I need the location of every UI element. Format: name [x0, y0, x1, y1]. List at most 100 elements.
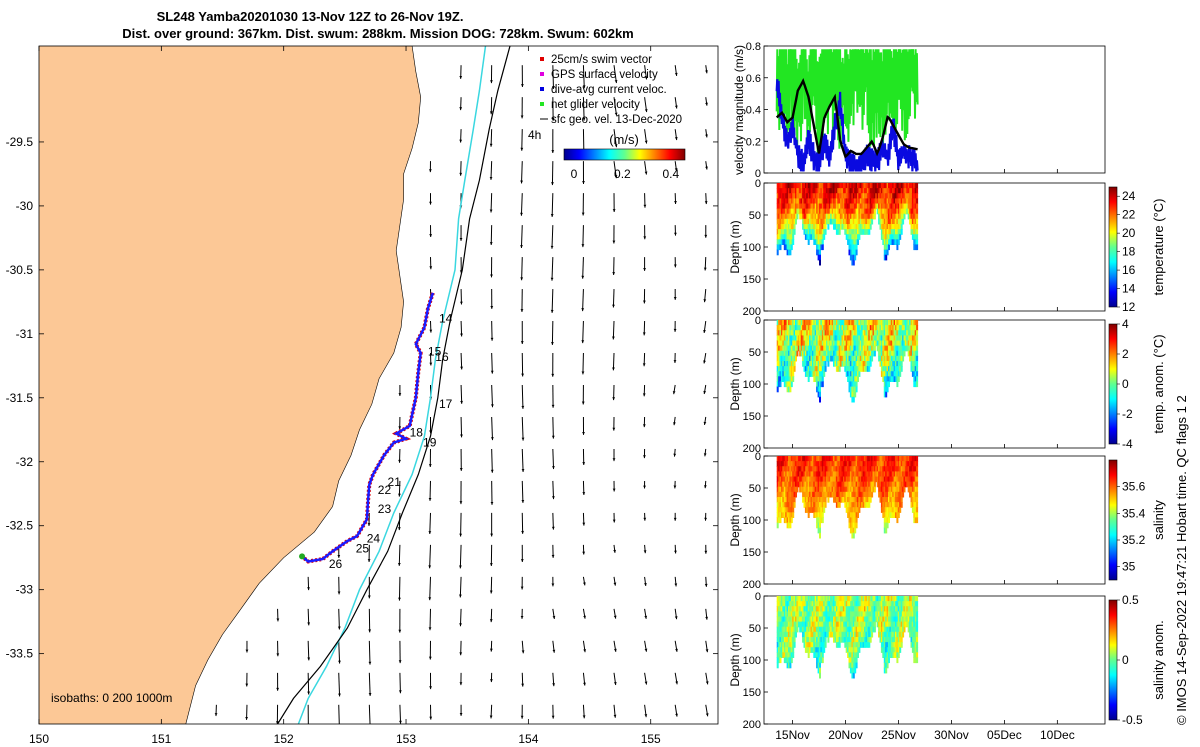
heatmap-cell: [855, 244, 858, 251]
heatmap-cell: [835, 335, 838, 342]
heatmap-cell: [786, 507, 789, 513]
heatmap-cell: [809, 340, 812, 347]
heatmap-cell: [785, 350, 788, 357]
heatmap-cell: [913, 491, 916, 498]
heatmap-cell: [799, 481, 802, 488]
heatmap-cell: [868, 350, 871, 357]
heatmap-cell: [789, 340, 792, 347]
heatmap-cell: [790, 647, 793, 653]
heatmap-cell: [830, 188, 833, 194]
heatmap-cell: [778, 512, 781, 518]
heatmap-cell: [811, 229, 814, 235]
heatmap-cell: [910, 642, 913, 648]
heatmap-cell: [852, 662, 855, 669]
heatmap-cell: [849, 361, 852, 367]
heatmap-cell: [783, 371, 786, 377]
heatmap-cell: [854, 381, 857, 388]
heatmap-cell: [783, 606, 786, 612]
heatmap-cell: [903, 616, 906, 623]
heatmap-cell: [810, 198, 813, 205]
heatmap-cell: [841, 355, 844, 362]
heatmap-cell: [854, 606, 857, 612]
heatmap-cell: [813, 596, 816, 602]
heatmap-cell: [804, 642, 807, 648]
heatmap-cell: [845, 325, 848, 331]
heatmap-cell: [847, 345, 850, 352]
heatmap-cell: [814, 621, 817, 628]
heatmap-cell: [882, 234, 885, 240]
heatmap-cell: [828, 203, 831, 210]
heatmap-cell: [841, 481, 844, 488]
heatmap-cell: [868, 325, 871, 331]
heatmap-cell: [783, 637, 786, 643]
heatmap-cell: [811, 350, 814, 357]
heatmap-cell: [893, 208, 896, 215]
heatmap-cell: [852, 345, 855, 352]
heatmap-cell: [888, 507, 890, 513]
heatmap-cell: [826, 611, 828, 618]
heatmap-cell: [837, 461, 840, 467]
heatmap-cell: [864, 626, 866, 633]
heatmap-cell: [778, 371, 781, 377]
heatmap-cell: [868, 229, 871, 235]
heatmap-cell: [840, 601, 843, 607]
heatmap-cell: [883, 244, 886, 251]
heatmap-cell: [889, 621, 892, 628]
heatmap-cell: [835, 491, 838, 498]
heatmap-cell: [838, 491, 841, 498]
heatmap-cell: [783, 621, 786, 628]
heatmap-cell: [833, 486, 835, 493]
heatmap-cell: [823, 502, 826, 508]
heatmap-cell: [831, 461, 834, 467]
heatmap-cell: [817, 626, 820, 633]
heatmap-cell: [788, 486, 790, 493]
heatmap-cell: [841, 320, 844, 326]
heatmap-cell: [872, 611, 875, 618]
heatmap-cell: [785, 631, 788, 638]
heatmap-cell: [828, 606, 831, 612]
heatmap-cell: [854, 471, 857, 478]
heatmap-cell: [862, 611, 865, 618]
heatmap-cell: [865, 361, 868, 367]
heatmap-cell: [782, 330, 785, 336]
heatmap-cell: [858, 476, 861, 483]
heatmap-cell: [889, 229, 892, 235]
heatmap-cell: [883, 512, 886, 518]
heatmap-cell: [806, 476, 809, 483]
heatmap-cell: [827, 631, 830, 638]
heatmap-cell: [878, 320, 881, 326]
heatmap-cell: [817, 183, 820, 189]
day-label: 19: [423, 436, 437, 450]
legend-item: net glider velocity: [540, 99, 640, 111]
heatmap-cell: [810, 218, 813, 225]
heatmap-cell: [868, 456, 871, 462]
heatmap-cell: [817, 229, 820, 235]
heatmap-cell: [817, 234, 820, 240]
heatmap-cell: [785, 517, 788, 524]
heatmap-cell: [821, 183, 824, 189]
heatmap-cell: [875, 466, 878, 472]
heatmap-cell: [795, 481, 797, 488]
heatmap-cell: [900, 229, 903, 235]
sfc-geo-arrow: [398, 640, 402, 664]
heatmap-cell: [906, 203, 909, 210]
heatmap-cell: [788, 218, 790, 225]
heatmap-cell: [862, 320, 865, 326]
heatmap-cell: [861, 596, 864, 602]
heatmap-cell: [907, 325, 910, 331]
depth-tick-label: 200: [743, 306, 761, 318]
heatmap-cell: [913, 601, 916, 607]
heatmap-cell: [854, 355, 857, 362]
heatmap-cell: [783, 466, 786, 472]
heatmap-cell: [910, 345, 913, 352]
heatmap-cell: [807, 320, 810, 326]
heatmap-cell: [806, 320, 809, 326]
heatmap-cell: [911, 626, 914, 633]
heatmap-cell: [807, 471, 810, 478]
heatmap-cell: [817, 330, 820, 336]
colorbar-tick-label: 22: [1122, 208, 1136, 222]
heatmap-cell: [913, 371, 916, 377]
heatmap-cell: [810, 355, 813, 362]
heatmap-cell: [782, 325, 785, 331]
sfc-geo-arrow: [582, 416, 585, 435]
